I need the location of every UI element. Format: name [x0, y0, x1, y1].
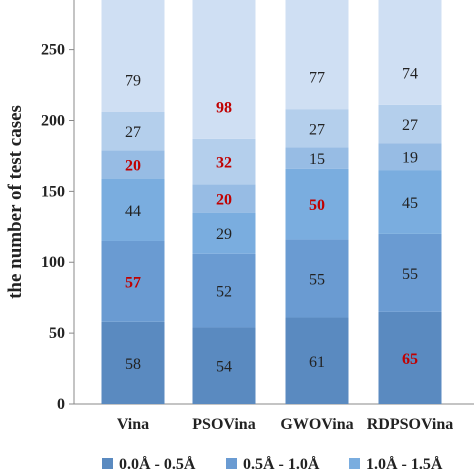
legend-item: 1.0Å - 1.5Å [349, 455, 443, 473]
legend-label: 0.0Å - 0.5Å [119, 455, 196, 473]
data-label: 15 [309, 151, 325, 168]
bar-segment [378, 170, 442, 234]
bar-segment [101, 178, 165, 241]
data-label: 19 [402, 150, 418, 167]
data-label: 77 [309, 70, 325, 87]
data-label: 20 [125, 157, 141, 174]
legend-swatch [349, 458, 360, 469]
data-label: 44 [125, 203, 141, 220]
data-label: 61 [309, 354, 325, 371]
bar-segment [378, 104, 442, 144]
bar-segment [101, 0, 165, 112]
legend-swatch [102, 458, 113, 469]
data-label: 58 [125, 356, 141, 373]
data-label: 98 [216, 99, 232, 116]
y-tick-label: 250 [41, 42, 65, 59]
x-tick-label: PSOVina [192, 416, 255, 433]
bar-segment [285, 147, 349, 169]
bar-segment [192, 138, 256, 185]
data-label: 50 [309, 197, 325, 214]
legend-label: 0.5Å - 1.0Å [243, 455, 320, 473]
data-label: 79 [125, 72, 141, 89]
y-tick-label: 0 [57, 396, 65, 413]
bar-segment [378, 233, 442, 312]
bar-segment [192, 0, 256, 139]
y-tick-label: 150 [41, 183, 65, 200]
y-tick-label: 200 [41, 112, 65, 129]
legend-label: 1.0Å - 1.5Å [366, 455, 443, 473]
data-label: 27 [402, 117, 418, 134]
data-label: 32 [216, 155, 232, 172]
bar-segment [378, 311, 442, 404]
data-label: 54 [216, 359, 232, 376]
bar-segment [101, 240, 165, 322]
y-tick-label: 50 [49, 325, 65, 342]
x-tick-label: Vina [117, 416, 149, 433]
data-label: 45 [402, 195, 418, 212]
x-tick-label: RDPSOVina [367, 416, 454, 433]
y-tick-label: 100 [41, 254, 65, 271]
bar-segment [192, 327, 256, 404]
data-label: 27 [125, 124, 141, 141]
legend-item: 0.5Å - 1.0Å [226, 455, 320, 473]
data-label: 57 [125, 274, 141, 291]
bar-segment [101, 321, 165, 404]
data-label: 55 [402, 266, 418, 283]
legend-swatch [226, 458, 237, 469]
legend-item: 0.0Å - 0.5Å [102, 455, 196, 473]
bar-segment [192, 253, 256, 328]
y-axis-title: the number of test cases [5, 105, 26, 299]
x-tick-label: GWOVina [280, 416, 353, 433]
data-label: 20 [216, 191, 232, 208]
data-label: 55 [309, 272, 325, 289]
data-label: 74 [402, 65, 418, 82]
data-label: 29 [216, 226, 232, 243]
bar-segment [285, 168, 349, 240]
bar-segment [378, 143, 442, 171]
bar-segment [378, 0, 442, 105]
bar-segment [101, 150, 165, 179]
data-label: 65 [402, 351, 418, 368]
bar-segment [285, 239, 349, 318]
bar-segment [285, 109, 349, 148]
bar-segment [192, 212, 256, 254]
bar-segment [101, 111, 165, 151]
data-label: 27 [309, 121, 325, 138]
bar-segment [192, 184, 256, 213]
data-label: 52 [216, 284, 232, 301]
bar-segment [285, 0, 349, 110]
bar-segment [285, 317, 349, 404]
